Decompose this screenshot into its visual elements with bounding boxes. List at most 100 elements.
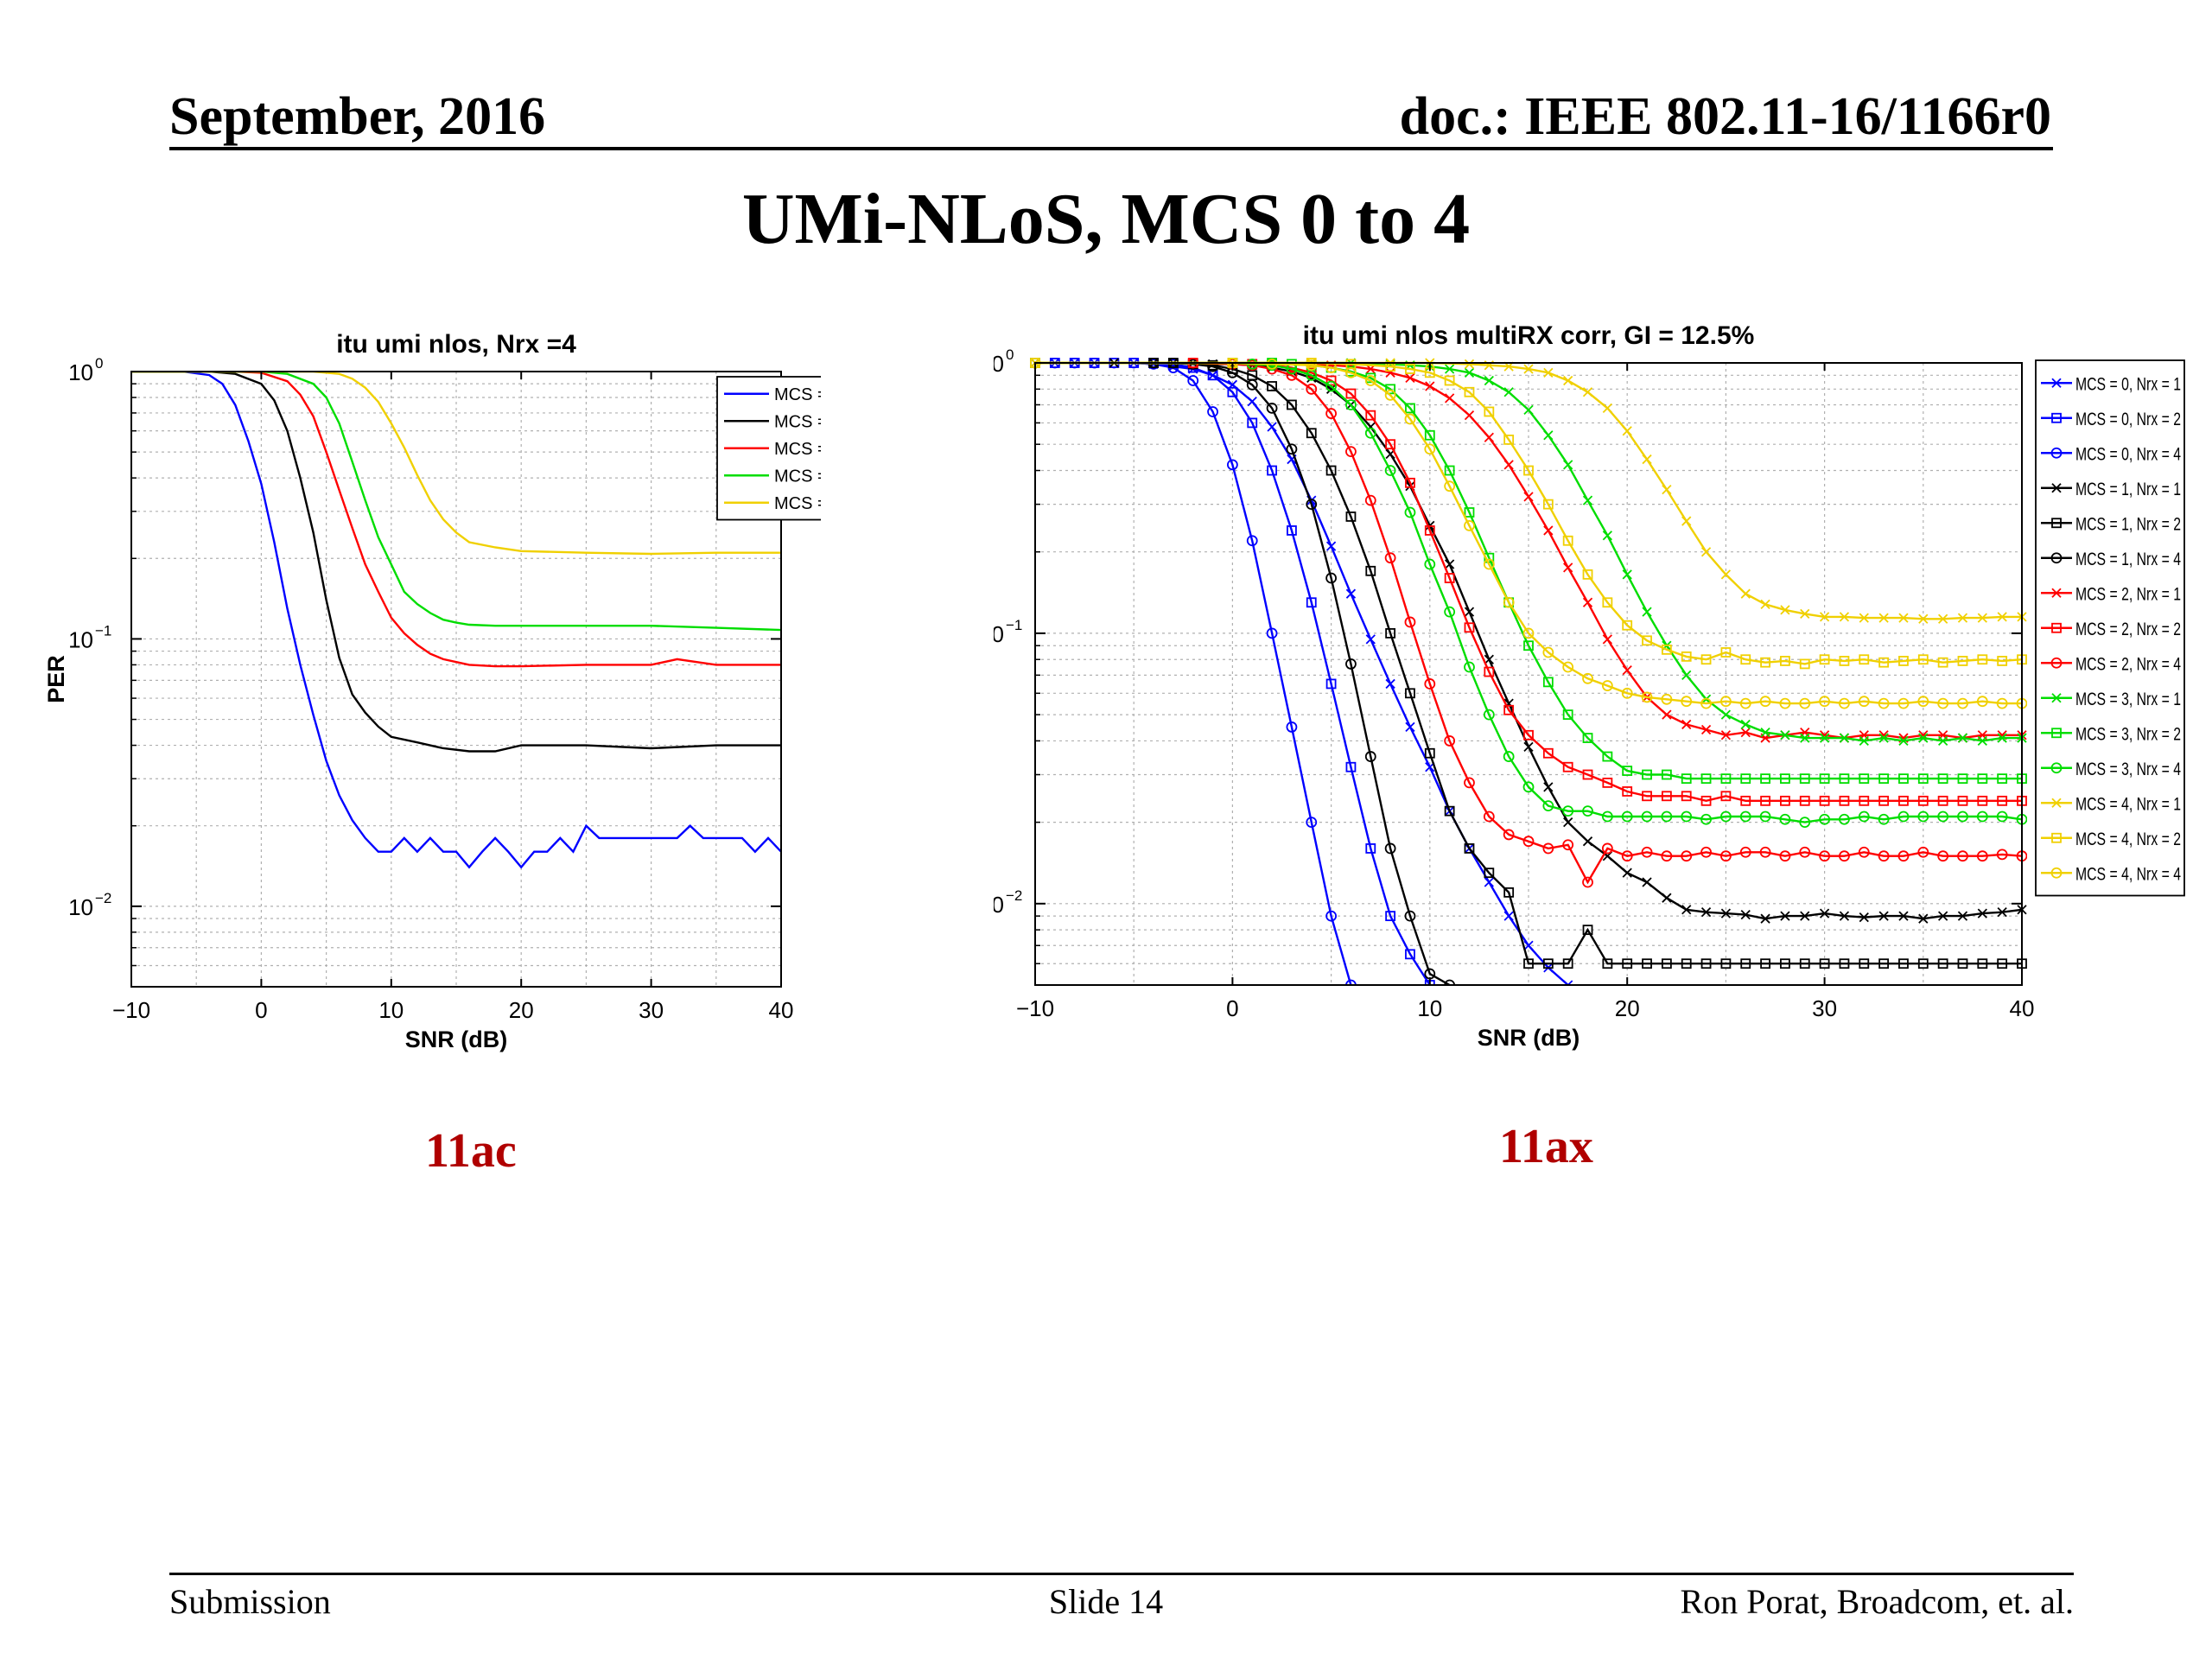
data-point	[1681, 773, 1692, 785]
data-point	[1997, 733, 2007, 743]
data-point	[1563, 460, 1573, 470]
data-point	[1582, 733, 1593, 743]
data-point	[1444, 735, 1456, 747]
data-point	[1661, 810, 1673, 823]
data-point	[1424, 429, 1435, 441]
data-point	[1602, 751, 1613, 762]
data-point	[1345, 446, 1357, 458]
data-point	[1917, 846, 1929, 858]
data-point	[1819, 850, 1830, 862]
data-point	[1444, 480, 1456, 493]
data-point	[1464, 359, 1475, 370]
data-point	[1622, 665, 1632, 676]
data-point	[1642, 769, 1652, 780]
legend-label: MCS =0	[774, 385, 821, 404]
data-point	[1325, 384, 1337, 394]
data-point	[1740, 795, 1751, 806]
series-line	[1035, 361, 2022, 705]
data-point	[1878, 773, 1890, 785]
data-point	[1622, 868, 1632, 878]
data-point	[1405, 477, 1415, 488]
data-point	[1938, 911, 1948, 921]
series-12	[1030, 358, 2027, 829]
legend-label: MCS = 4, Nrx = 4	[2075, 864, 2181, 884]
data-point	[1739, 810, 1751, 823]
data-point	[1207, 360, 1218, 372]
legend-marker	[2051, 798, 2062, 808]
data-point	[1306, 428, 1317, 439]
data-point	[1760, 657, 1770, 668]
x-tick-label: 40	[769, 997, 794, 1023]
data-point	[1898, 735, 1909, 747]
series-line	[1035, 361, 2023, 885]
data-point	[1365, 843, 1376, 854]
data-point	[1700, 907, 1712, 918]
data-point	[1642, 958, 1652, 969]
data-point	[1622, 786, 1633, 797]
data-point	[1286, 721, 1298, 733]
data-point	[1365, 565, 1376, 576]
data-point	[1878, 795, 1890, 806]
data-point	[1286, 369, 1298, 381]
data-point	[1621, 687, 1633, 699]
legend-marker	[2051, 518, 2062, 529]
data-point	[1957, 656, 1968, 666]
caption-11ax: 11ax	[1499, 1120, 1593, 1173]
series-8	[1030, 358, 2027, 806]
series-line	[1035, 361, 2022, 620]
header-date: September, 2016	[169, 87, 546, 146]
data-point	[1760, 773, 1770, 785]
legend-marker	[2051, 588, 2062, 598]
data-point	[1385, 628, 1396, 639]
data-point	[1425, 381, 1435, 391]
data-point	[1662, 893, 1672, 903]
series-line	[1035, 361, 2022, 965]
data-point	[1918, 613, 1929, 624]
data-point	[1859, 654, 1870, 665]
data-point	[1345, 399, 1357, 410]
data-point	[1483, 709, 1495, 721]
data-point	[1858, 846, 1870, 858]
data-point	[1937, 697, 1949, 709]
data-point	[1523, 404, 1534, 416]
data-point	[1582, 597, 1593, 607]
data-point	[1937, 850, 1949, 862]
data-point	[1878, 813, 1890, 825]
data-point	[1405, 949, 1415, 960]
axes-frame	[1034, 362, 2023, 986]
data-point	[1464, 843, 1475, 854]
data-point	[1522, 781, 1535, 793]
data-point	[1484, 406, 1495, 417]
data-point	[1266, 403, 1278, 414]
data-point	[1799, 697, 1811, 709]
data-point	[1819, 795, 1830, 806]
data-point	[1898, 656, 1909, 666]
data-point	[1306, 499, 1318, 511]
series-4	[131, 372, 781, 632]
data-point	[1977, 773, 1988, 785]
data-point	[1404, 616, 1416, 628]
legend-marker	[2050, 657, 2063, 669]
data-point	[1445, 393, 1455, 404]
data-point	[1325, 541, 1337, 551]
data-point	[1997, 907, 2007, 918]
data-point	[1957, 697, 1968, 709]
y-tick-label: 10	[994, 351, 1004, 377]
y-tick-exponent: 0	[95, 355, 103, 372]
data-point	[1661, 958, 1672, 969]
data-point	[1384, 465, 1396, 476]
data-point	[1622, 426, 1632, 436]
data-point	[1977, 735, 1987, 747]
data-point	[1819, 696, 1830, 708]
legend-label: MCS =3	[774, 467, 821, 486]
data-point	[1700, 795, 1712, 806]
data-point	[1364, 494, 1376, 506]
data-point	[1582, 769, 1593, 780]
data-point	[1878, 733, 1889, 743]
data-point	[1800, 911, 1810, 921]
data-point	[1976, 850, 1988, 862]
series-15	[1030, 358, 2027, 709]
data-point	[1385, 367, 1395, 378]
data-point	[1306, 383, 1318, 395]
data-point	[1977, 908, 1987, 918]
